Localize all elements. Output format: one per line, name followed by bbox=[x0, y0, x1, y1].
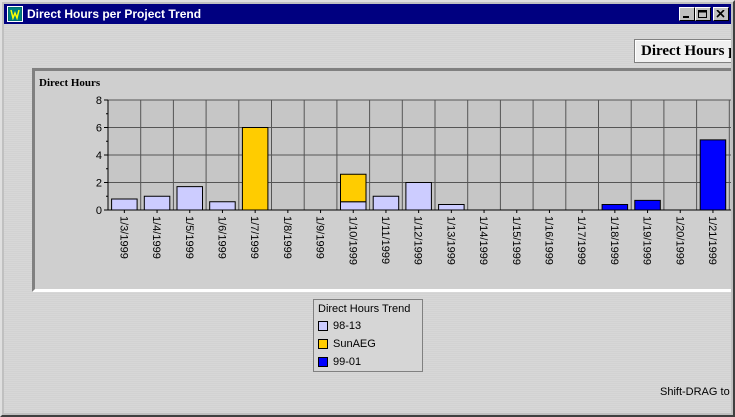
y-tick-label: 8 bbox=[96, 95, 102, 107]
legend: Direct Hours Trend 98-13 SunAEG 99-01 bbox=[313, 299, 423, 372]
x-tick-label: 1/3/1999 bbox=[117, 216, 129, 259]
legend-title: Direct Hours Trend bbox=[318, 303, 411, 315]
minimize-icon bbox=[683, 16, 689, 18]
minimize-button[interactable] bbox=[679, 7, 695, 21]
x-tick-label: 1/4/1999 bbox=[150, 216, 162, 259]
close-icon bbox=[716, 10, 725, 18]
bar-99-01[interactable] bbox=[601, 204, 629, 211]
bar-98-13[interactable] bbox=[405, 182, 432, 211]
legend-swatch bbox=[318, 357, 328, 367]
legend-label: 98-13 bbox=[333, 320, 362, 332]
window-title: Direct Hours per Project Trend bbox=[27, 7, 202, 21]
x-tick-label: 1/11/1999 bbox=[379, 216, 391, 264]
chart-panel[interactable]: Direct Hours 0 2 4 6 8 1/3/1999 1/4/1999 1/5/19… bbox=[32, 68, 731, 292]
y-axis-label: Direct Hours bbox=[39, 77, 101, 89]
x-tick-label: 1/10/1999 bbox=[346, 216, 358, 265]
x-tick-label: 1/18/1999 bbox=[608, 216, 620, 265]
bar-98-13[interactable] bbox=[209, 201, 236, 211]
bar-98-13[interactable] bbox=[438, 204, 465, 211]
app-icon[interactable] bbox=[7, 6, 23, 22]
x-tick-label: 1/9/1999 bbox=[314, 216, 326, 259]
bar-98-13[interactable] bbox=[143, 195, 171, 211]
bar-98-13[interactable] bbox=[176, 186, 204, 211]
x-tick-label: 1/6/1999 bbox=[215, 216, 227, 259]
y-tick-label: 2 bbox=[96, 178, 102, 190]
x-tick-label: 1/5/1999 bbox=[183, 216, 195, 259]
bar-99-01[interactable] bbox=[699, 139, 727, 211]
bar-SunAEG[interactable] bbox=[241, 127, 269, 211]
legend-label: SunAEG bbox=[333, 338, 376, 350]
x-tick-label: 1/12/1999 bbox=[412, 216, 424, 265]
y-tick-label: 6 bbox=[96, 123, 102, 135]
bar-98-13[interactable] bbox=[111, 198, 138, 211]
x-tick-label: 1/8/1999 bbox=[281, 216, 293, 259]
y-tick-label: 0 bbox=[96, 205, 102, 217]
maximize-button[interactable] bbox=[695, 7, 711, 21]
x-tick-label: 1/7/1999 bbox=[248, 216, 260, 259]
x-tick-label: 1/13/1999 bbox=[444, 216, 456, 265]
bar-98-13[interactable] bbox=[339, 201, 367, 211]
legend-swatch bbox=[318, 339, 328, 349]
status-hint: Shift-DRAG to bbox=[660, 386, 730, 398]
x-tick-label: 1/17/1999 bbox=[575, 216, 587, 265]
close-button[interactable] bbox=[713, 7, 729, 21]
title-bar[interactable]: Direct Hours per Project Trend bbox=[4, 4, 731, 24]
x-tick-label: 1/20/1999 bbox=[673, 216, 685, 265]
y-tick-label: 4 bbox=[96, 150, 102, 162]
legend-swatch bbox=[318, 321, 328, 331]
chart-title-box: Direct Hours p bbox=[634, 39, 731, 63]
maximize-icon bbox=[698, 10, 707, 18]
legend-label: 99-01 bbox=[333, 356, 362, 368]
x-tick-label: 1/15/1999 bbox=[510, 216, 522, 265]
bar-chart[interactable]: 0 2 4 6 8 1/3/1999 1/4/1999 1/5/1999 1/6/1999 1/7… bbox=[35, 71, 731, 289]
client-area: Direct Hours p Direct Hours 0 2 4 6 8 1/3/199… bbox=[4, 24, 731, 413]
bar-SunAEG[interactable] bbox=[339, 173, 367, 203]
x-tick-label: 1/16/1999 bbox=[542, 216, 554, 265]
x-tick-label: 1/14/1999 bbox=[477, 216, 489, 265]
x-tick-label: 1/19/1999 bbox=[641, 216, 653, 265]
bar-98-13[interactable] bbox=[372, 195, 400, 211]
bar-99-01[interactable] bbox=[634, 199, 661, 211]
x-tick-label: 1/21/1999 bbox=[706, 216, 718, 265]
